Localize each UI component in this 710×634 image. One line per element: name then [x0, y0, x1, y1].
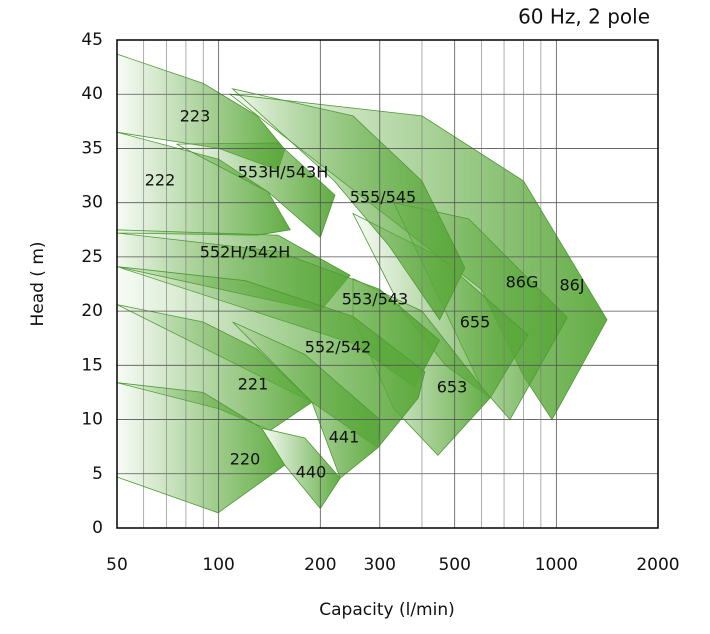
labels: 86J 86G 655 555/545 653 223 222 553H/543H 552H/5… [145, 107, 585, 482]
region-label: 553/543 [342, 290, 408, 309]
y-axis-label: Head ( m) [28, 241, 48, 326]
y-tick-label: 35 [81, 138, 103, 158]
region-label: 552/542 [305, 338, 371, 357]
region-label: 653 [437, 378, 468, 397]
x-tick-label: 100 [202, 555, 234, 575]
region-label: 552H/542H [200, 243, 291, 262]
x-axis-label: Capacity (l/min) [319, 600, 454, 620]
y-tick-label: 5 [92, 464, 103, 484]
x-tick-label: 1000 [535, 555, 578, 575]
region-label: 555/545 [350, 188, 416, 207]
x-tick-label: 2000 [636, 555, 679, 575]
region-label: 86G [506, 273, 539, 292]
region-label: 440 [296, 463, 327, 482]
chart-title: 60 Hz, 2 pole [518, 5, 650, 29]
y-tick-label: 45 [81, 30, 103, 50]
region-label: 222 [145, 171, 176, 190]
region-label: 221 [238, 375, 269, 394]
region-label: 655 [460, 313, 491, 332]
region-label: 553H/543H [238, 163, 329, 182]
y-tick-label: 20 [81, 301, 103, 321]
y-tick-label: 40 [81, 84, 103, 104]
y-tick-label: 10 [81, 410, 103, 430]
x-tick-label: 50 [106, 555, 128, 575]
operating-region [176, 142, 336, 239]
x-tick-label: 300 [364, 555, 396, 575]
region-label: 223 [180, 107, 211, 126]
x-tick-label: 200 [304, 555, 336, 575]
region-label: 220 [230, 450, 261, 469]
y-tick-label: 0 [92, 518, 103, 538]
operating-region [231, 88, 466, 321]
x-tick-label: 500 [438, 555, 470, 575]
region-label: 86J [559, 276, 584, 295]
y-tick-label: 25 [81, 247, 103, 267]
region-label: 441 [329, 428, 360, 447]
y-tick-label: 15 [81, 355, 103, 375]
y-tick-label: 30 [81, 193, 103, 213]
plot-frame [116, 39, 659, 529]
